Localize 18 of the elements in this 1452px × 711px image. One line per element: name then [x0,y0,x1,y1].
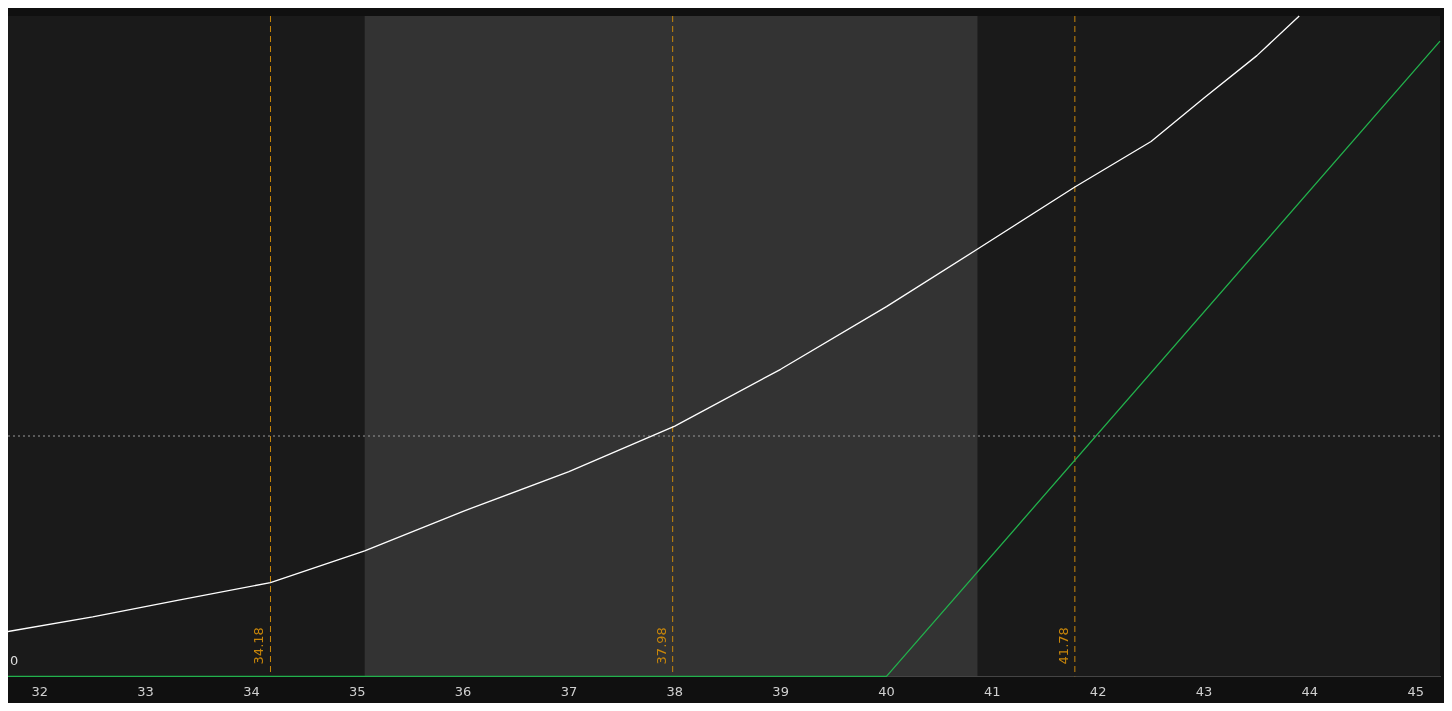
x-tick-label: 34 [243,683,260,699]
ref-line-label: 34.18 [251,627,267,665]
x-tick-label: 35 [348,683,366,699]
annotation: 0 [10,653,19,669]
x-tick-label: 44 [1301,683,1319,699]
x-tick-label: 37 [560,683,578,699]
x-tick-label: 41 [984,683,1001,699]
x-tick-label: 36 [454,683,472,699]
x-tick-label: 33 [137,683,154,699]
x-tick-label: 43 [1195,683,1213,699]
x-tick-label: 39 [772,683,789,699]
x-tick-label: 45 [1407,683,1424,699]
ref-line-label: 37.98 [653,627,669,665]
x-tick-label: 40 [878,683,895,699]
x-tick-label: 38 [666,683,684,699]
x-tick-label: 42 [1089,683,1107,699]
x-tick-label: 32 [31,683,49,699]
ref-line-label: 41.78 [1055,627,1071,665]
